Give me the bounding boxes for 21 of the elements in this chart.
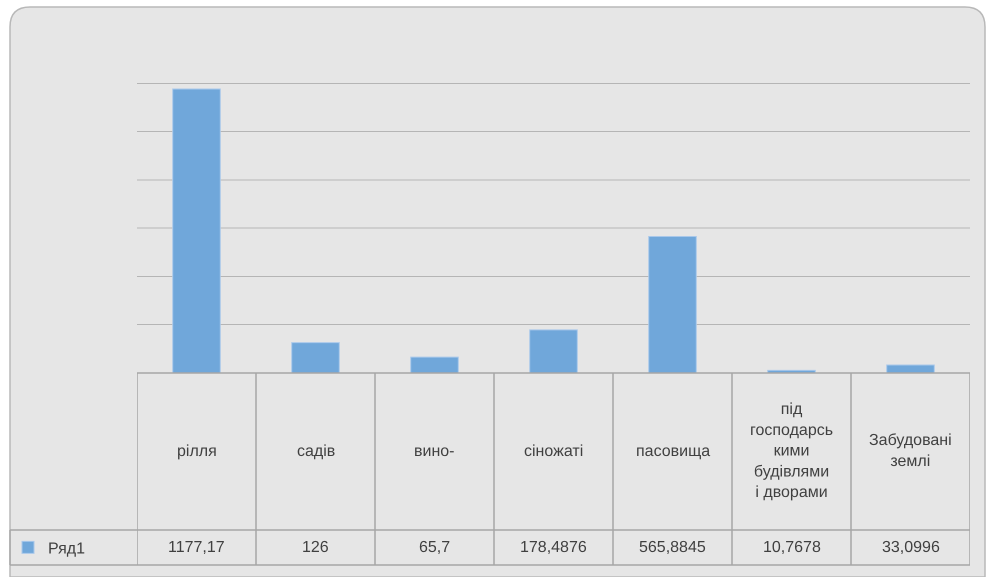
- bar: [172, 88, 221, 373]
- data-label: 126: [302, 539, 329, 556]
- x-tick-label: вино-: [414, 443, 454, 460]
- bar: [291, 342, 340, 373]
- data-label: 33,0996: [882, 539, 940, 556]
- bar: [410, 356, 459, 373]
- bar: [886, 364, 935, 373]
- legend-label: Ряд1: [48, 540, 86, 558]
- x-tick-label: сіножаті: [524, 443, 584, 460]
- data-label: 10,7678: [763, 539, 821, 556]
- bar: [529, 329, 578, 373]
- data-label: 178,4876: [520, 539, 587, 556]
- x-tick-label: Забудовані землі: [869, 432, 952, 470]
- bar: [648, 236, 697, 373]
- x-tick-label: пасовища: [636, 443, 710, 460]
- x-tick-label: садів: [297, 443, 336, 460]
- x-tick-label: під господарськими будівлями і дворами: [750, 401, 834, 502]
- x-tick-label: рілля: [177, 443, 217, 460]
- data-label: 1177,17: [168, 539, 225, 556]
- data-label: 565,8845: [639, 539, 706, 556]
- data-label: 65,7: [419, 539, 450, 556]
